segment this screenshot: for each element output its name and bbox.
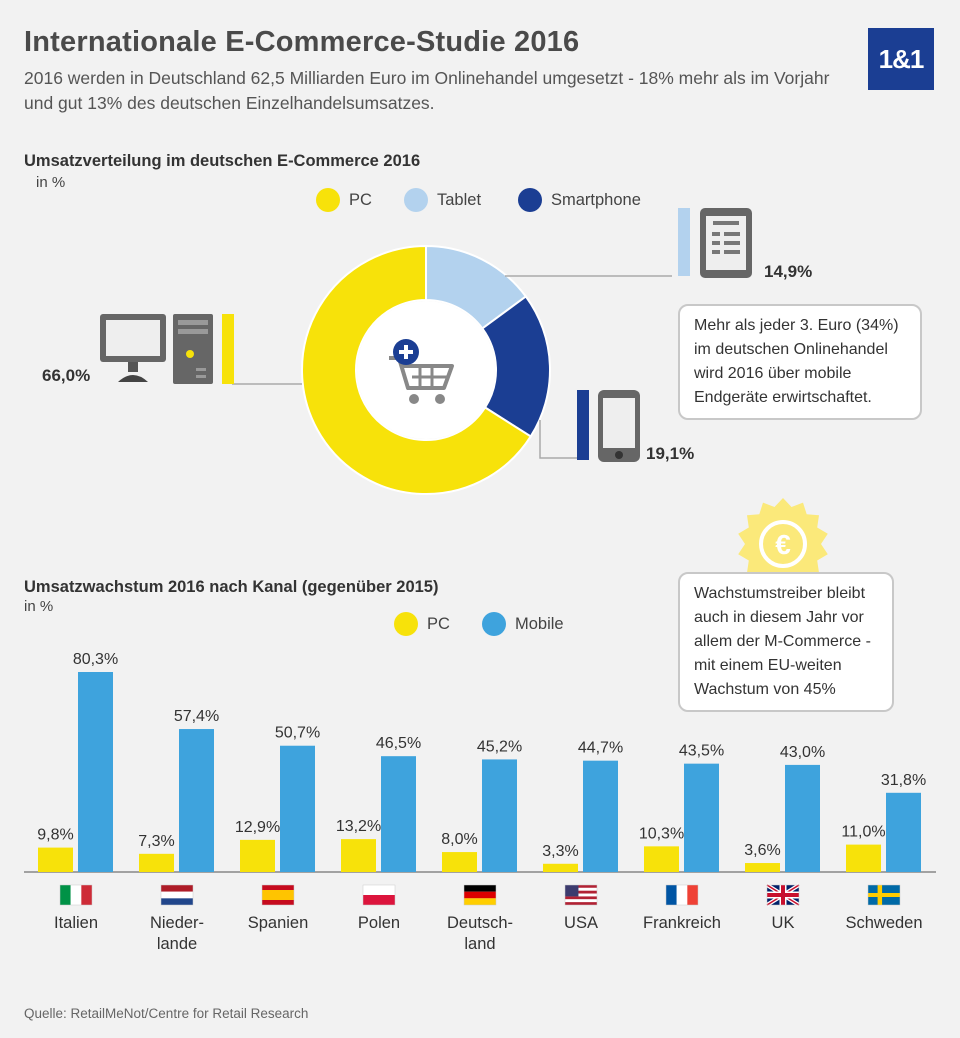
bar-mobile-0: [78, 672, 113, 872]
donut-legend-tablet: Tablet: [404, 188, 481, 212]
poland-flag-icon: [362, 884, 396, 906]
desktop-pc-icon: [100, 314, 213, 384]
bar-value-label-pc-0: 9,8%: [37, 827, 73, 844]
sweden-flag-icon: [867, 884, 901, 906]
country-label-3: Polen: [358, 914, 400, 932]
france-flag-icon: [665, 884, 699, 906]
spain-flag-icon: [261, 884, 295, 906]
legend-swatch-pc: [316, 188, 340, 212]
page-title: Internationale E-Commerce-Studie 2016: [24, 26, 580, 58]
indicator-bar-smartphone: [577, 390, 589, 460]
donut-slice-pc: [301, 244, 533, 495]
bar-value-label-mobile-1: 57,4%: [174, 708, 219, 725]
bar-value-label-pc-4: 8,0%: [441, 831, 477, 848]
bar-value-label-pc-3: 13,2%: [336, 818, 381, 835]
page-subtitle: 2016 werden in Deutschland 62,5 Milliard…: [24, 68, 830, 113]
bar-value-label-pc-8: 11,0%: [841, 824, 885, 841]
donut-unit: in %: [36, 174, 66, 191]
bar-mobile-1: [179, 729, 214, 872]
bar-legend-pc: PC: [394, 612, 450, 636]
bar-chart-svg: 9,8% 80,3% 7,3% 57,4% 12,9% 50,7% 13,2% 46,5% 8,…: [24, 651, 936, 953]
bar-pc-7: [745, 863, 780, 872]
bar-pc-5: [543, 863, 578, 872]
donut-legend-pc: PC: [316, 188, 372, 212]
bar-value-label-pc-2: 12,9%: [235, 819, 280, 836]
country-label-1: Nieder-lande: [150, 914, 204, 953]
country-label-5: USA: [564, 914, 598, 932]
donut-label-tablet: 14,9%: [764, 262, 813, 281]
bar-mobile-4: [482, 759, 517, 872]
legend-label: Mobile: [515, 614, 564, 633]
legend-swatch-tablet: [404, 188, 428, 212]
tablet-icon: [700, 208, 752, 278]
legend-swatch-mobile: [482, 612, 506, 636]
donut-hole: [357, 301, 495, 439]
euro-badge-icon: €: [738, 498, 828, 590]
bar-pc-1: [139, 853, 174, 872]
indicator-bar-pc: [222, 314, 234, 384]
country-label-2: Spanien: [248, 914, 309, 932]
bar-value-label-mobile-7: 43,0%: [780, 744, 825, 761]
legend-label: Tablet: [437, 190, 482, 209]
country-label-6: Frankreich: [643, 914, 721, 932]
usa-flag-icon: [564, 884, 598, 906]
brand-logo: 1&1: [868, 28, 934, 90]
donut-legend-smartphone: Smartphone: [518, 188, 641, 212]
source-note: Quelle: RetailMeNot/Centre for Retail Re…: [24, 1006, 309, 1021]
indicator-bar-tablet: [678, 208, 690, 276]
bar-mobile-7: [785, 764, 820, 872]
bar-value-label-mobile-5: 44,7%: [578, 740, 623, 757]
donut-callout: Mehr als jeder 3. Euro (34%) im deutsche…: [678, 304, 922, 420]
bar-value-label-pc-7: 3,6%: [744, 842, 780, 859]
bar-unit: in %: [24, 598, 54, 615]
svg-text:€: €: [775, 529, 791, 560]
bar-pc-0: [38, 847, 73, 872]
bar-pc-4: [442, 852, 477, 872]
donut-chart-svg: [100, 208, 752, 495]
donut-label-pc: 66,0%: [42, 366, 91, 385]
shopping-cart-icon: [389, 339, 454, 404]
bar-value-label-mobile-4: 45,2%: [477, 738, 522, 755]
bar-mobile-5: [583, 760, 618, 872]
legend-swatch-smartphone: [518, 188, 542, 212]
bar-pc-3: [341, 839, 376, 872]
legend-label: PC: [349, 190, 372, 209]
bar-value-label-mobile-6: 43,5%: [679, 743, 724, 760]
donut-slices: [301, 244, 551, 495]
bar-mobile-3: [381, 756, 416, 872]
bar-value-label-mobile-8: 31,8%: [881, 772, 926, 789]
italy-flag-icon: [59, 884, 93, 906]
country-label-7: UK: [772, 914, 795, 932]
bar-value-label-pc-1: 7,3%: [138, 833, 174, 850]
bar-legend-mobile: Mobile: [482, 612, 564, 636]
bar-value-label-mobile-3: 46,5%: [376, 735, 421, 752]
bar-section-title: Umsatzwachstum 2016 nach Kanal (gegenübe…: [24, 578, 439, 596]
netherlands-flag-icon: [160, 884, 194, 906]
bar-pc-8: [846, 844, 881, 872]
bar-value-label-pc-6: 10,3%: [639, 825, 684, 842]
bar-mobile-2: [280, 745, 315, 872]
connector-line-smartphone: [539, 420, 577, 459]
smartphone-icon: [598, 390, 640, 462]
bar-value-label-mobile-0: 80,3%: [73, 651, 118, 668]
bar-value-label-mobile-2: 50,7%: [275, 725, 320, 742]
donut-label-smartphone: 19,1%: [646, 444, 695, 463]
bar-mobile-6: [684, 763, 719, 872]
uk-flag-icon: [765, 883, 801, 907]
bar-mobile-8: [886, 792, 921, 872]
legend-label: Smartphone: [551, 190, 641, 209]
country-label-8: Schweden: [845, 914, 922, 932]
country-label-0: Italien: [54, 914, 98, 932]
legend-swatch-pc: [394, 612, 418, 636]
bar-callout: Wachstumstreiber bleibt auch in diesem J…: [678, 572, 894, 712]
germany-flag-icon: [463, 884, 497, 906]
legend-label: PC: [427, 614, 450, 633]
bar-pc-6: [644, 846, 679, 872]
country-label-4: Deutsch-land: [447, 914, 513, 953]
bar-value-label-pc-5: 3,3%: [542, 843, 578, 860]
bar-pc-2: [240, 839, 275, 872]
donut-section-title: Umsatzverteilung im deutschen E-Commerce…: [24, 152, 421, 170]
